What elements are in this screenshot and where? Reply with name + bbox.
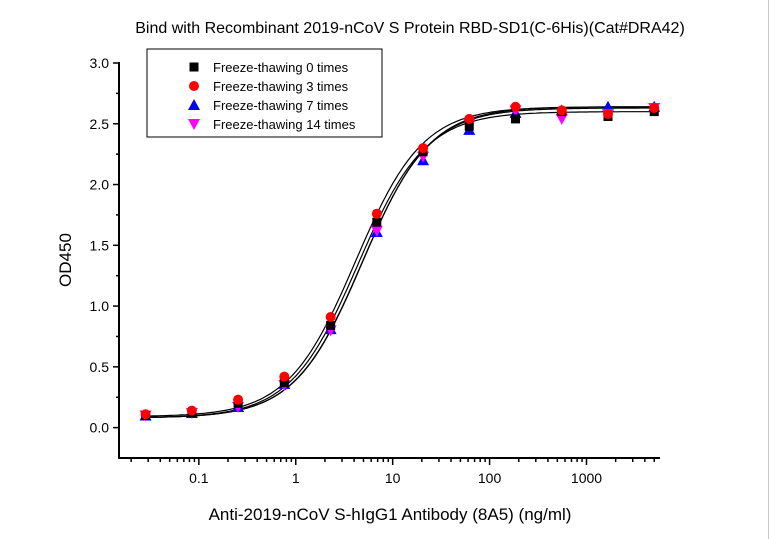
y-tick-label: 2.0 — [90, 177, 110, 193]
data-point-series-0 — [279, 378, 289, 388]
legend-label-0: Freeze-thawing 0 times — [213, 60, 349, 75]
fit-curve-series-1 — [145, 106, 656, 417]
data-point-series-1 — [556, 105, 567, 116]
x-tick-label: 10 — [385, 470, 401, 486]
x-axis-label: Anti-2019-nCoV S-hIgG1 Antibody (8A5) (n… — [209, 505, 572, 524]
fit-curve-series-2 — [145, 106, 656, 418]
data-point-series-2 — [601, 100, 614, 112]
y-tick-label: 0.5 — [90, 359, 110, 375]
data-point-series-1 — [279, 371, 290, 382]
fit-curve-series-0 — [145, 111, 656, 418]
x-tick-label: 1 — [292, 470, 300, 486]
y-axis-label: OD450 — [56, 233, 75, 287]
legend: Freeze-thawing 0 times Freeze-thawing 3 t… — [146, 48, 383, 138]
fit-curve-series-3 — [145, 107, 656, 418]
y-tick-label: 3.0 — [90, 55, 110, 71]
x-tick-label: 0.1 — [189, 470, 209, 486]
y-tick-label: 1.5 — [90, 237, 110, 253]
legend-marker-3 — [188, 119, 200, 130]
data-point-series-1 — [510, 101, 521, 112]
data-point-series-1 — [418, 143, 429, 154]
data-point-series-1 — [233, 394, 244, 405]
legend-box — [146, 48, 383, 138]
chart-title: Bind with Recombinant 2019-nCoV S Protei… — [135, 20, 685, 37]
y-tick-label: 1.0 — [90, 298, 110, 314]
data-point-series-1 — [649, 102, 660, 113]
data-point-series-3 — [555, 113, 568, 125]
data-point-series-0 — [511, 114, 521, 124]
legend-label-2: Freeze-thawing 7 times — [213, 98, 349, 113]
legend-label-1: Freeze-thawing 3 times — [213, 79, 349, 94]
data-point-series-0 — [326, 321, 336, 331]
image-border — [768, 0, 769, 539]
data-point-series-0 — [464, 121, 474, 131]
data-point-series-3 — [370, 225, 383, 237]
y-ticks: 0.0 0.5 1.0 1.5 2.0 2.5 3.0 — [90, 55, 119, 436]
x-tick-label: 1000 — [571, 470, 602, 486]
data-points — [139, 100, 661, 422]
x-ticks: 0.1 1 10 100 1000 — [130, 458, 655, 486]
legend-label-3: Freeze-thawing 14 times — [213, 117, 356, 132]
legend-marker-1 — [189, 81, 199, 91]
data-point-series-1 — [602, 109, 613, 120]
data-point-series-1 — [186, 405, 197, 416]
data-point-series-1 — [325, 312, 336, 323]
y-tick-label: 0.0 — [90, 420, 110, 436]
legend-marker-0 — [189, 62, 199, 72]
data-point-series-1 — [464, 113, 475, 124]
legend-marker-2 — [188, 99, 200, 110]
data-point-series-1 — [140, 409, 151, 420]
y-tick-label: 2.5 — [90, 116, 110, 132]
axes: 0.0 0.5 1.0 1.5 2.0 2.5 3.0 0.1 1 10 100 1000 — [90, 55, 660, 486]
x-tick-label: 100 — [478, 470, 502, 486]
data-point-series-0 — [372, 217, 382, 227]
data-point-series-1 — [371, 208, 382, 219]
fit-curves — [145, 106, 656, 418]
